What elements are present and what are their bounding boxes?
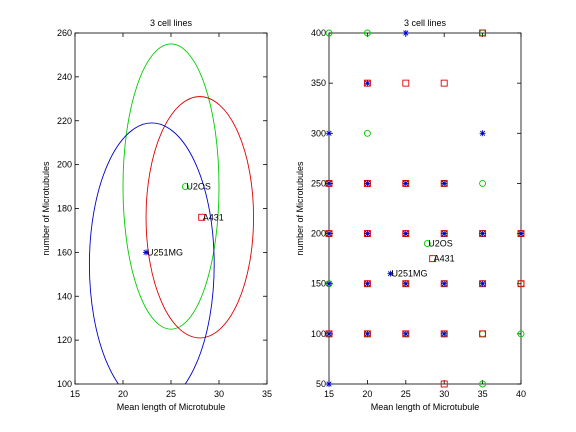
point-u251mg	[364, 230, 371, 237]
mean-marker-u2os	[181, 183, 189, 191]
chart-right: 15 20 25 30 35 40 50 100 150 200 250 300 350 400 3 cel…	[295, 18, 526, 412]
point-u251mg	[402, 230, 409, 237]
point-u251mg	[441, 180, 448, 187]
mean-marker-u251mg	[387, 270, 394, 277]
point-u2os	[517, 330, 525, 338]
data-label: U2OS	[186, 182, 211, 192]
x-tick-label: 30	[439, 389, 449, 399]
point-u251mg	[326, 180, 332, 187]
x-axis-label: Mean length of Microtubule	[117, 402, 226, 412]
x-tick-label: 40	[516, 389, 526, 399]
point-a431	[479, 330, 487, 338]
point-a431	[479, 29, 487, 37]
chart-left: 15 20 25 30 35 100 120 140 160 180 200 220 240 260 3 c…	[41, 18, 272, 412]
data-label: U251MG	[147, 247, 183, 257]
data-label: A431	[203, 212, 224, 222]
x-tick-label: 25	[401, 389, 411, 399]
x-tick-label: 20	[362, 389, 372, 399]
point-u251mg	[364, 80, 371, 87]
point-u251mg	[364, 280, 371, 287]
point-u251mg	[402, 30, 409, 36]
y-tick-label: 240	[57, 72, 72, 82]
point-u251mg	[402, 180, 409, 187]
x-tick-label: 25	[166, 389, 176, 399]
point-u251mg	[479, 130, 486, 137]
point-u251mg	[364, 330, 371, 337]
y-tick-label: 150	[311, 279, 326, 289]
data-label: U251MG	[391, 269, 427, 279]
x-tick-label: 15	[70, 389, 80, 399]
y-tick-label: 350	[311, 78, 326, 88]
y-tick-label: 200	[311, 229, 326, 239]
y-tick-label: 260	[57, 28, 72, 38]
y-tick-label: 50	[316, 379, 326, 389]
mean-marker-u2os	[423, 240, 431, 248]
plot-area	[74, 32, 268, 385]
point-u251mg	[479, 230, 486, 237]
point-u251mg	[326, 130, 332, 137]
point-u2os	[479, 179, 487, 187]
y-tick-label: 120	[57, 335, 72, 345]
y-tick-label: 180	[57, 204, 72, 214]
y-tick-label: 100	[311, 329, 326, 339]
point-u251mg	[441, 230, 448, 237]
y-tick-label: 140	[57, 291, 72, 301]
point-u251mg	[326, 230, 332, 237]
y-tick-label: 200	[57, 160, 72, 170]
point-u251mg	[479, 280, 486, 287]
data-label: A431	[434, 254, 455, 264]
data-label: U2OS	[428, 239, 453, 249]
point-u251mg	[441, 330, 448, 337]
plot-series	[88, 43, 255, 384]
point-a431	[440, 380, 448, 388]
point-u251mg	[518, 230, 524, 237]
point-u251mg	[326, 381, 332, 387]
y-tick-label: 300	[311, 128, 326, 138]
point-u251mg	[364, 180, 371, 187]
point-a431	[402, 79, 410, 87]
plot-area	[328, 32, 522, 385]
chart-title: 3 cell lines	[150, 18, 193, 28]
y-tick-label: 250	[311, 178, 326, 188]
point-a431	[517, 280, 525, 288]
point-u251mg	[326, 330, 332, 337]
y-tick-label: 220	[57, 116, 72, 126]
ellipse-u2os	[122, 43, 220, 330]
mean-marker-a431	[429, 255, 437, 263]
y-tick-label: 100	[57, 379, 72, 389]
ellipse-a431	[145, 96, 255, 339]
y-tick-label: 160	[57, 247, 72, 257]
y-tick-label: 400	[311, 28, 326, 38]
chart-title: 3 cell lines	[404, 18, 447, 28]
point-u251mg	[326, 280, 332, 287]
point-u2os	[363, 129, 371, 137]
x-tick-label: 30	[214, 389, 224, 399]
point-u251mg	[402, 330, 409, 337]
y-axis-label: number of Microtubules	[41, 161, 51, 256]
x-tick-label: 35	[478, 389, 488, 399]
y-axis-label: number of Microtubules	[295, 161, 305, 256]
x-tick-label: 15	[324, 389, 334, 399]
x-axis-label: Mean length of Microtubule	[371, 402, 480, 412]
point-u2os	[325, 29, 333, 37]
mean-marker-a431	[198, 213, 206, 221]
point-u2os	[363, 29, 371, 37]
x-tick-label: 35	[262, 389, 272, 399]
point-u251mg	[441, 280, 448, 287]
point-u251mg	[402, 280, 409, 287]
point-u2os	[479, 380, 487, 388]
mean-marker-u251mg	[143, 249, 150, 256]
point-a431	[440, 79, 448, 87]
x-tick-label: 20	[118, 389, 128, 399]
ellipse-u251mg	[88, 122, 215, 384]
